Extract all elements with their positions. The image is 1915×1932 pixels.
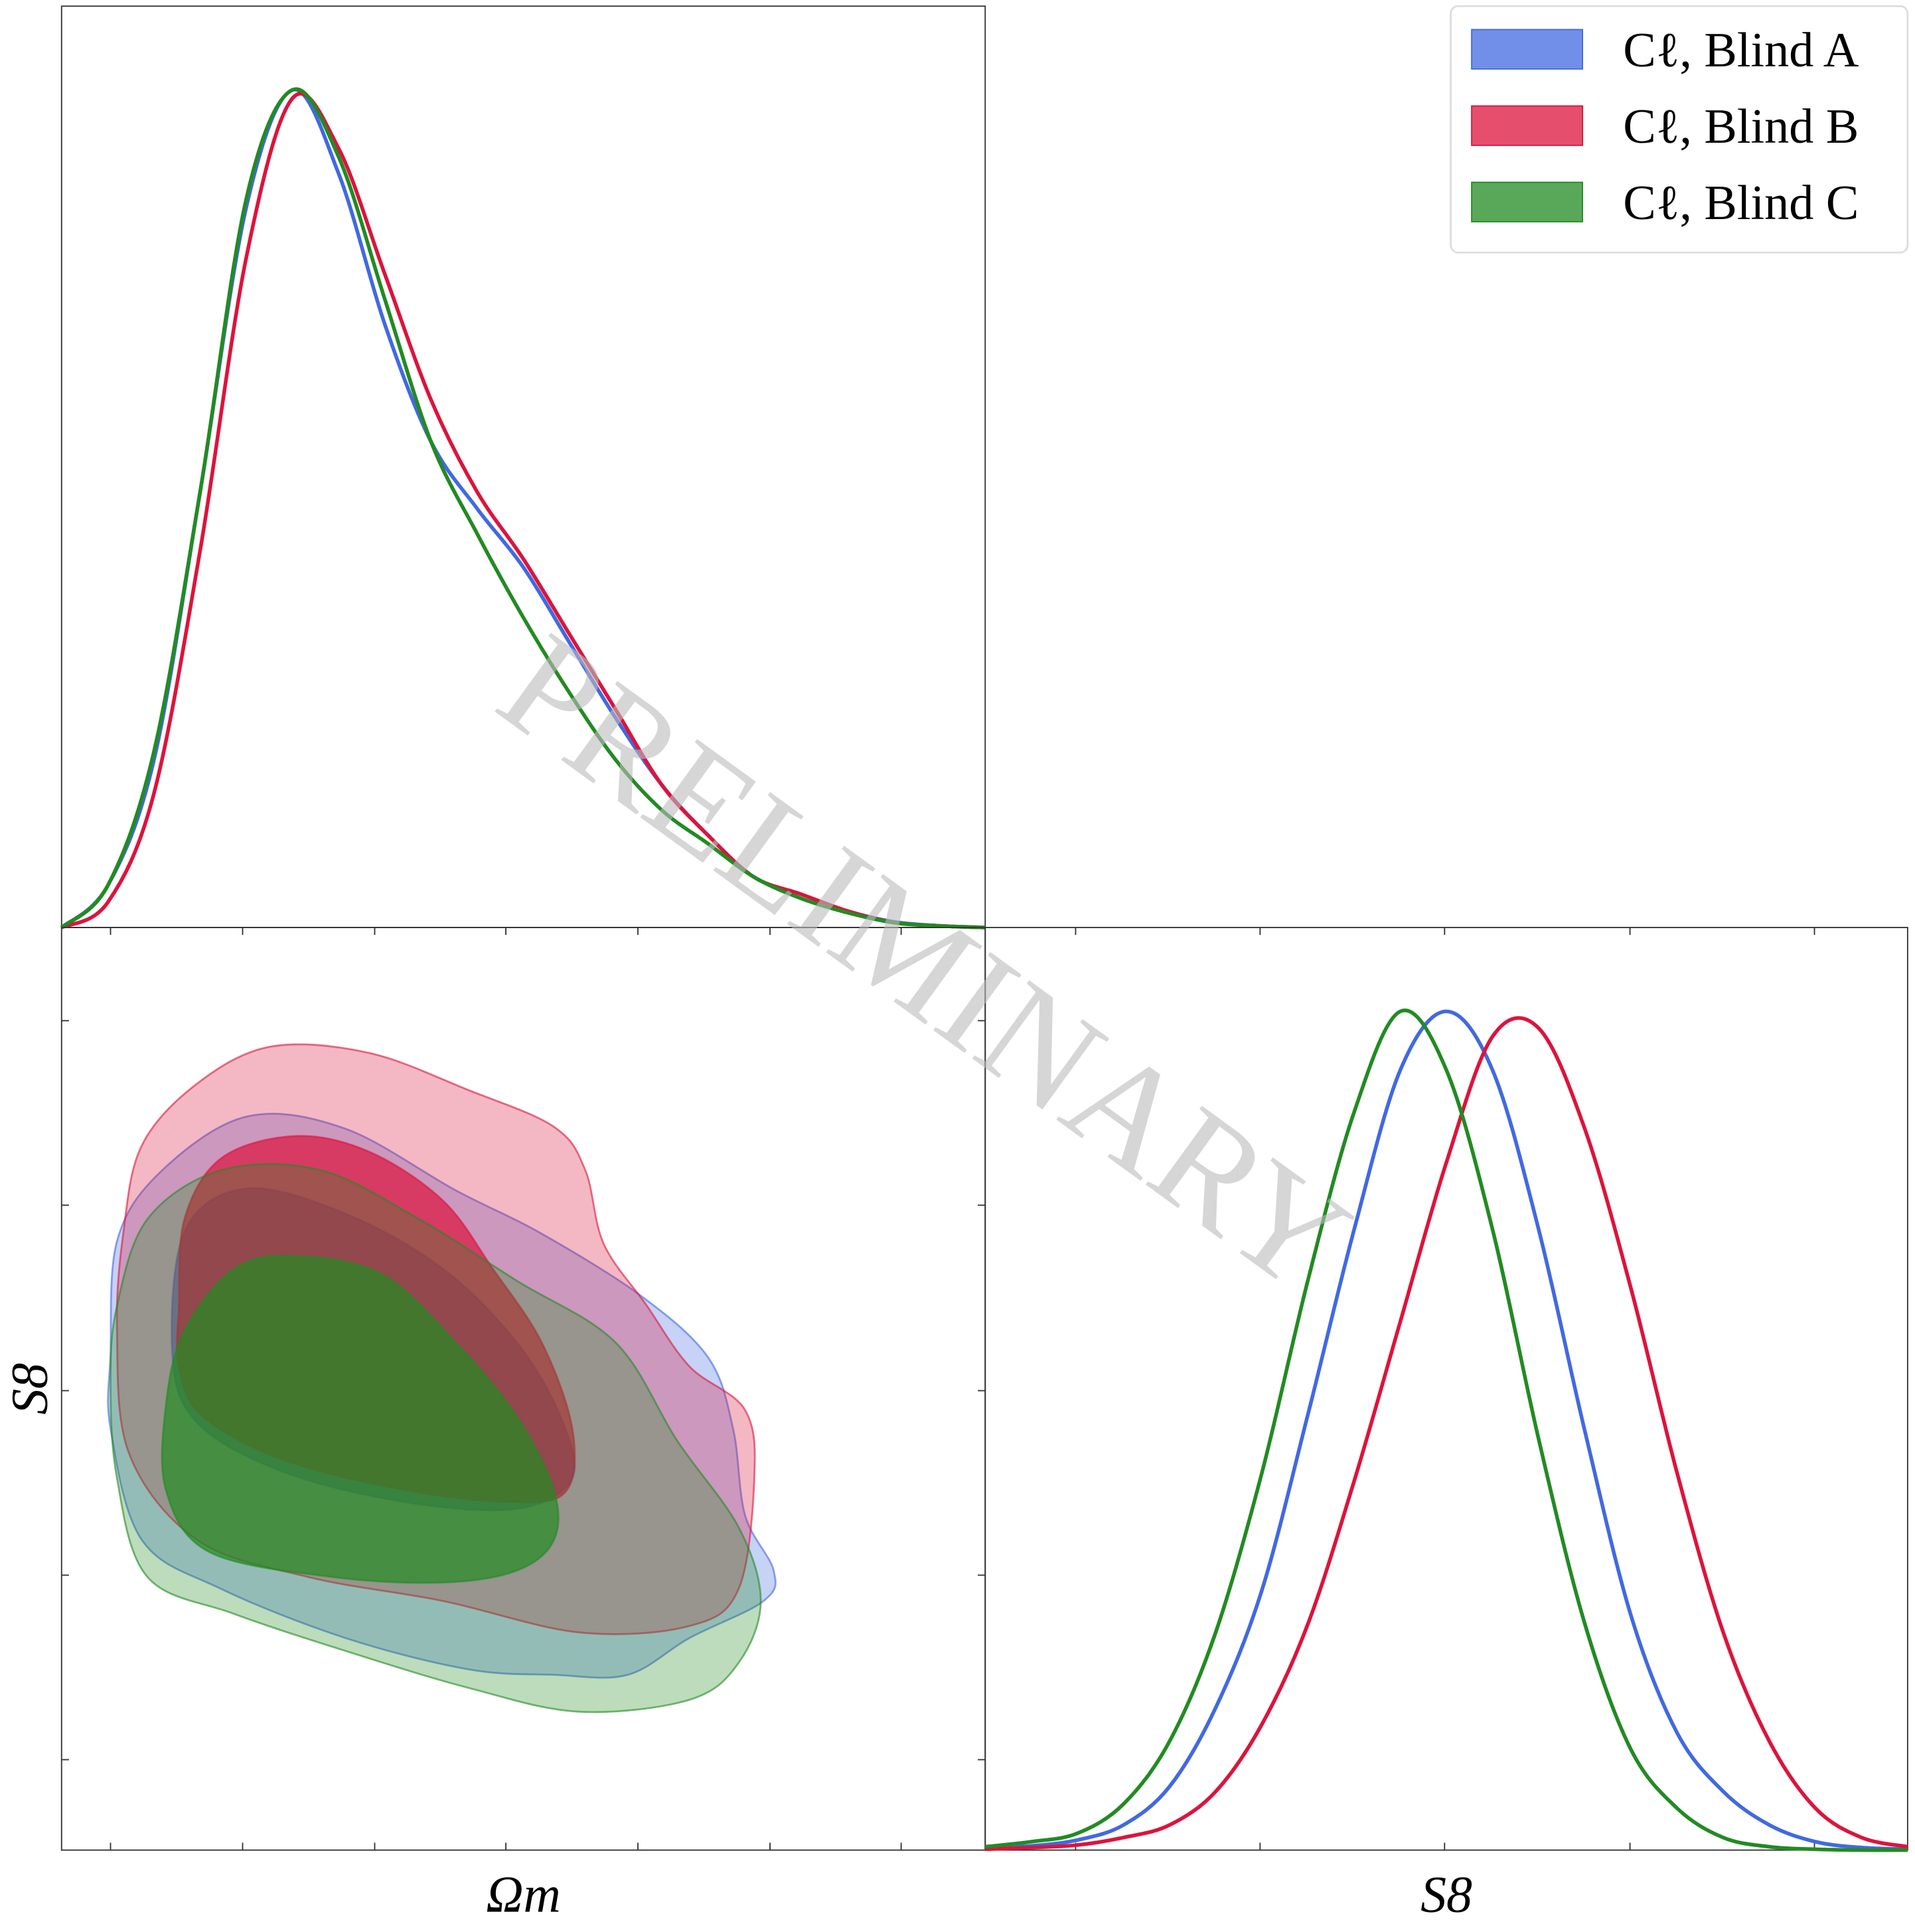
watermark: PRELIMINARY — [471, 603, 1377, 1324]
density-line — [985, 1009, 1908, 1852]
legend-label: Cℓ, Blind A — [1623, 23, 1859, 78]
density-line — [60, 87, 986, 929]
density-line — [60, 88, 986, 929]
panel-frame — [60, 5, 986, 928]
legend-swatch — [1471, 105, 1583, 146]
panel-frame — [984, 927, 1908, 1851]
density-line — [984, 1008, 1908, 1852]
x-axis-label: Ωm — [486, 1866, 561, 1923]
legend-swatch — [1471, 29, 1583, 70]
density-line — [60, 92, 986, 929]
density-line — [985, 1016, 1908, 1852]
contour — [161, 1255, 560, 1584]
legend-label: Cℓ, Blind B — [1623, 100, 1859, 154]
legend-label: Cℓ, Blind C — [1623, 176, 1859, 230]
x-axis-label: S8 — [1420, 1866, 1472, 1923]
legend-swatch — [1471, 181, 1583, 222]
y-axis-label: S8 — [1, 1363, 58, 1415]
